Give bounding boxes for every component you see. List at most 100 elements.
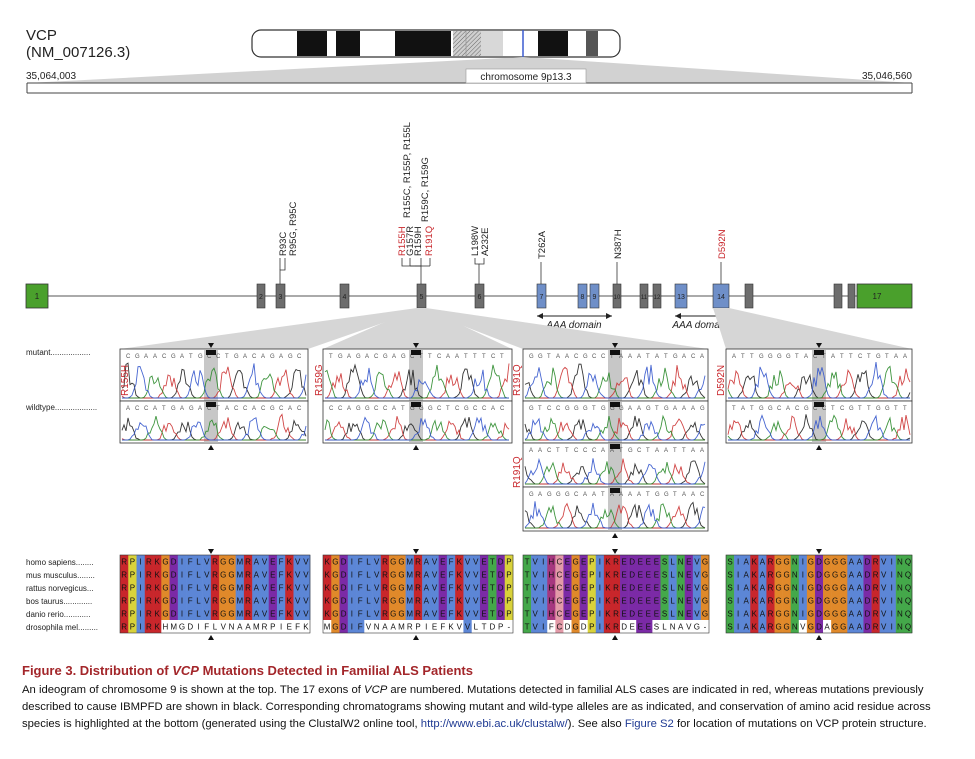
residue-cell — [620, 594, 629, 607]
residue-letter: R — [873, 610, 879, 619]
residue-cell — [611, 568, 621, 581]
residue-cell — [169, 555, 179, 568]
residue-cell — [339, 620, 349, 633]
mutation-label-r93c: R93C — [278, 232, 289, 256]
residue-letter: R — [768, 597, 774, 606]
residue-cell — [879, 581, 889, 594]
base-call: T — [428, 354, 432, 360]
residue-letter: T — [482, 623, 487, 632]
residue-cell — [814, 607, 824, 620]
residue-letter: L — [366, 558, 371, 567]
residue-letter: G — [228, 558, 234, 567]
base-call: A — [637, 492, 641, 498]
residue-letter: L — [366, 571, 371, 580]
residue-letter: K — [154, 571, 160, 580]
residue-letter: T — [525, 571, 530, 580]
residue-letter: G — [220, 571, 226, 580]
residue-letter: F — [449, 597, 454, 606]
residue-letter: S — [727, 623, 732, 632]
residue-letter: A — [254, 597, 260, 606]
clustalw-link[interactable]: http://www.ebi.ac.uk/clustalw/ — [420, 718, 568, 730]
figure-s2-link[interactable]: Figure S2 — [624, 718, 674, 730]
exon-3-label: 3 — [279, 294, 283, 301]
residue-letter: M — [406, 584, 413, 593]
residue-letter: K — [324, 571, 330, 580]
residue-letter: G — [824, 558, 830, 567]
residue-cell — [144, 555, 154, 568]
residue-letter: D — [171, 597, 177, 606]
residue-cell — [496, 594, 506, 607]
residue-cell — [285, 607, 294, 620]
residue-letter: I — [737, 623, 739, 632]
residue-cell — [186, 607, 195, 620]
residue-letter: R — [382, 610, 388, 619]
residue-cell — [676, 620, 686, 633]
residue-letter: D — [341, 571, 347, 580]
residue-letter: D — [341, 610, 347, 619]
base-call: T — [547, 354, 551, 360]
residue-cell — [177, 568, 187, 581]
residue-cell — [285, 568, 294, 581]
residue-cell — [413, 568, 423, 581]
residue-letter: R — [262, 623, 268, 632]
residue-letter: G — [332, 558, 338, 567]
residue-letter: M — [406, 571, 413, 580]
base-call: A — [619, 492, 623, 498]
residue-letter: F — [449, 584, 454, 593]
base-call: C — [374, 354, 379, 360]
residue-cell — [276, 607, 286, 620]
residue-cell — [587, 607, 597, 620]
base-call: A — [583, 492, 587, 498]
residue-letter: I — [542, 558, 544, 567]
residue-cell — [579, 568, 588, 581]
exon-1-label: 1 — [35, 292, 40, 301]
residue-cell — [413, 594, 423, 607]
residue-cell — [758, 581, 767, 594]
residue-cell — [684, 568, 694, 581]
residue-cell — [831, 594, 840, 607]
residue-letter: V — [694, 610, 700, 619]
residue-letter: G — [228, 597, 234, 606]
residue-cell — [563, 555, 572, 568]
residue-cell — [798, 607, 808, 620]
residue-cell — [120, 555, 129, 568]
residue-cell — [620, 620, 629, 633]
residue-letter: F — [358, 571, 363, 580]
base-call: C — [482, 406, 487, 412]
residue-letter: G — [220, 610, 226, 619]
base-call: G — [628, 448, 633, 454]
residue-letter: I — [891, 571, 893, 580]
residue-letter: P — [506, 597, 511, 606]
alignment-marker — [208, 635, 214, 640]
species-label: rattus norvegicus... — [26, 584, 94, 593]
residue-letter: G — [775, 584, 781, 593]
residue-cell — [523, 594, 532, 607]
residue-cell — [726, 607, 735, 620]
base-call: A — [243, 354, 247, 360]
residue-cell — [347, 594, 357, 607]
residue-cell — [595, 581, 605, 594]
residue-letter: P — [589, 584, 594, 593]
residue-cell — [380, 620, 390, 633]
residue-letter: K — [303, 623, 309, 632]
residue-cell — [814, 620, 824, 633]
caption-title-prefix: Figure 3. Distribution of — [22, 663, 173, 678]
residue-letter: E — [629, 623, 634, 632]
residue-letter: L — [366, 597, 371, 606]
exon-10-label: 10 — [614, 295, 621, 301]
residue-letter: G — [179, 623, 185, 632]
residue-letter: G — [162, 571, 168, 580]
residue-letter: I — [599, 623, 601, 632]
residue-cell — [620, 581, 629, 594]
residue-cell — [219, 581, 228, 594]
residue-cell — [438, 581, 448, 594]
residue-letter: G — [398, 558, 404, 567]
residue-cell — [692, 568, 702, 581]
residue-letter: K — [154, 584, 160, 593]
residue-letter: E — [581, 571, 586, 580]
residue-letter: D — [171, 571, 177, 580]
residue-letter: E — [638, 623, 643, 632]
residue-cell — [726, 568, 735, 581]
